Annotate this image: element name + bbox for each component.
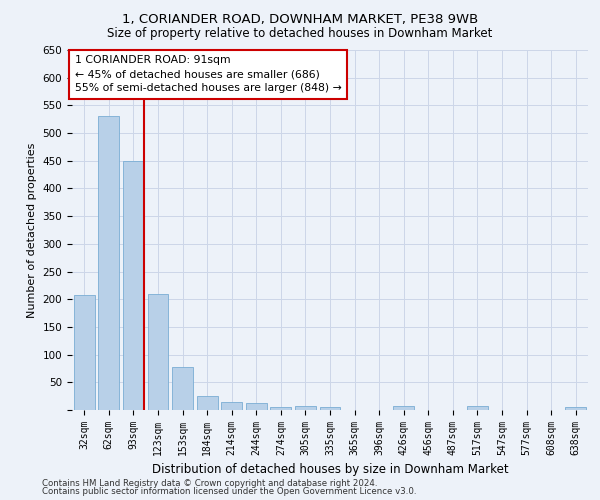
Y-axis label: Number of detached properties: Number of detached properties: [27, 142, 37, 318]
Bar: [246, 404, 267, 410]
Text: Contains public sector information licensed under the Open Government Licence v3: Contains public sector information licen…: [42, 487, 416, 496]
Text: 1, CORIANDER ROAD, DOWNHAM MARKET, PE38 9WB: 1, CORIANDER ROAD, DOWNHAM MARKET, PE38 …: [122, 12, 478, 26]
Text: Contains HM Land Registry data © Crown copyright and database right 2024.: Contains HM Land Registry data © Crown c…: [42, 478, 377, 488]
Bar: [98, 116, 119, 410]
Text: Size of property relative to detached houses in Downham Market: Size of property relative to detached ho…: [107, 28, 493, 40]
Bar: [221, 402, 242, 410]
Bar: [271, 407, 292, 410]
Bar: [393, 406, 414, 410]
Text: 1 CORIANDER ROAD: 91sqm
← 45% of detached houses are smaller (686)
55% of semi-d: 1 CORIANDER ROAD: 91sqm ← 45% of detache…: [74, 56, 341, 94]
Bar: [565, 406, 586, 410]
Bar: [320, 407, 340, 410]
Bar: [123, 161, 144, 410]
Bar: [172, 367, 193, 410]
X-axis label: Distribution of detached houses by size in Downham Market: Distribution of detached houses by size …: [152, 464, 508, 476]
Bar: [295, 406, 316, 410]
Bar: [467, 406, 488, 410]
Bar: [197, 396, 218, 410]
Bar: [74, 296, 95, 410]
Bar: [148, 294, 169, 410]
